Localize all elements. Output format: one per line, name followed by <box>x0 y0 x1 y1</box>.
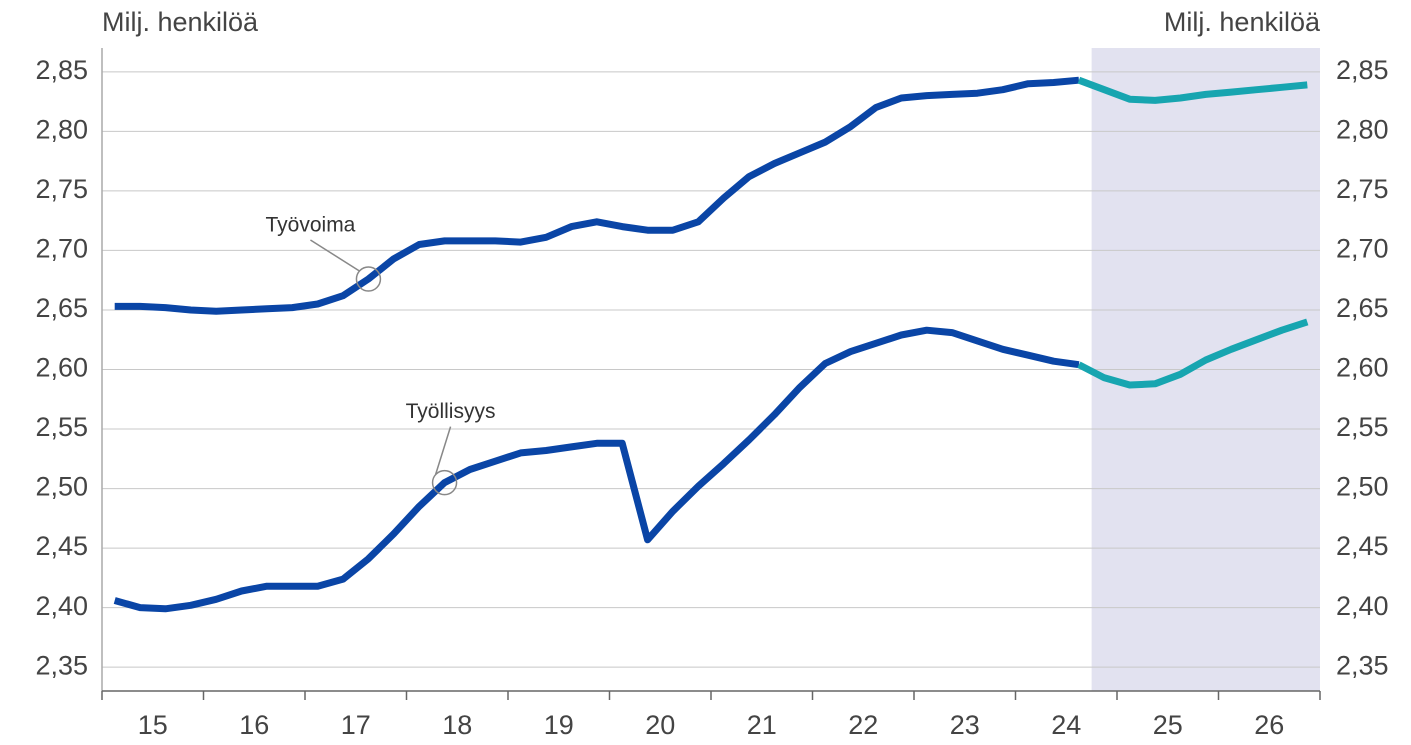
y-tick-label: 2,65 <box>35 293 88 323</box>
y2-tick-label: 2,85 <box>1336 55 1389 85</box>
line-forecast <box>1077 76 1308 104</box>
y2-tick-label: 2,45 <box>1336 531 1389 561</box>
annotation-circle <box>355 266 382 292</box>
x-tick-label: 19 <box>544 710 574 740</box>
annotation-label: Työvoima <box>266 214 356 237</box>
annotation-circle <box>431 469 458 496</box>
y2-axis-label: Milj. henkilöä <box>1164 7 1321 37</box>
x-tick-label: 15 <box>138 710 168 740</box>
y-tick-label: 2,40 <box>35 591 88 621</box>
y-tick-label: 2,55 <box>35 412 88 442</box>
y-tick-label: 2,45 <box>35 531 88 561</box>
x-tick-label: 24 <box>1051 710 1081 740</box>
x-tick-label: 20 <box>645 710 675 740</box>
y2-tick-label: 2,65 <box>1336 293 1389 323</box>
x-tick-label: 26 <box>1254 710 1284 740</box>
line-series <box>113 326 1080 613</box>
x-tick-label: 23 <box>950 710 980 740</box>
y-tick-label: 2,85 <box>35 55 88 85</box>
y-tick-label: 2,70 <box>35 234 88 264</box>
y-tick-label: 2,50 <box>35 472 88 502</box>
y2-tick-label: 2,75 <box>1336 174 1389 204</box>
y2-tick-label: 2,80 <box>1336 114 1389 144</box>
y2-tick-label: 2,60 <box>1336 353 1389 383</box>
y2-tick-label: 2,55 <box>1336 412 1389 442</box>
y2-tick-label: 2,35 <box>1336 650 1389 680</box>
y-tick-label: 2,35 <box>35 650 88 680</box>
x-tick-label: 18 <box>442 710 472 740</box>
x-tick-label: 22 <box>848 710 878 740</box>
annotation-leader <box>310 239 360 272</box>
x-tick-label: 16 <box>239 710 269 740</box>
x-tick-label: 25 <box>1153 710 1183 740</box>
y-axis-label: Milj. henkilöä <box>102 7 259 37</box>
y-tick-label: 2,80 <box>35 114 88 144</box>
annotation-leader <box>434 426 452 475</box>
y-tick-label: 2,75 <box>35 174 88 204</box>
y-tick-label: 2,60 <box>35 353 88 383</box>
x-tick-label: 21 <box>747 710 777 740</box>
y2-tick-label: 2,50 <box>1336 472 1389 502</box>
y2-tick-label: 2,70 <box>1336 234 1389 264</box>
line-series <box>114 76 1080 315</box>
line-forecast <box>1077 318 1309 389</box>
x-tick-label: 17 <box>341 710 371 740</box>
y2-tick-label: 2,40 <box>1336 591 1389 621</box>
annotation-label: Työllisyys <box>406 400 496 423</box>
